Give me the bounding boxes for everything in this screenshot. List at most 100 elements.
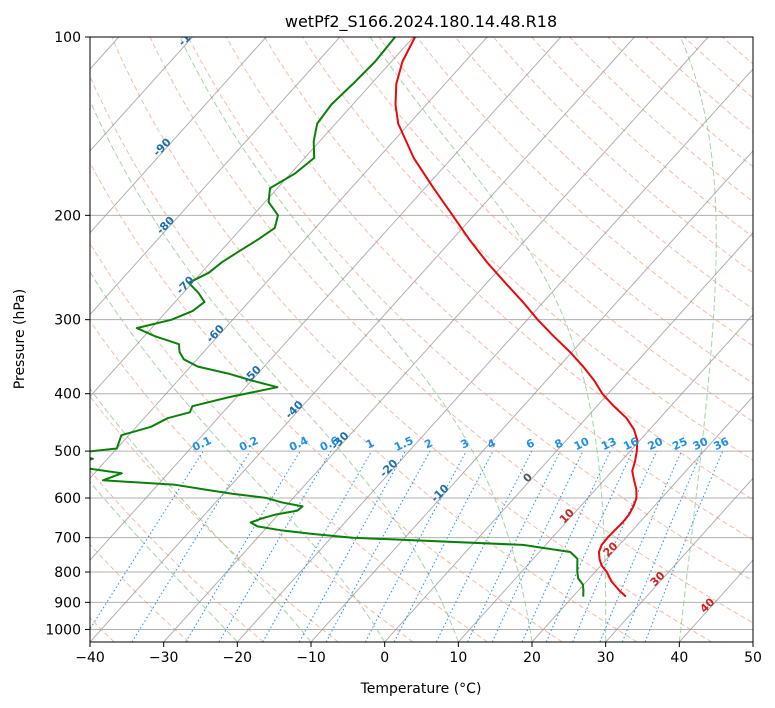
dry-adiabat	[90, 469, 264, 642]
y-tick-label: 600	[54, 491, 81, 507]
isotherm	[90, 37, 562, 561]
isotherm	[90, 37, 267, 234]
isotherm-label: -10	[428, 482, 451, 505]
y-axis-ticks: 100 200 300 400 500 600 700 800 900 1000	[45, 30, 90, 638]
x-tick-label: −40	[75, 650, 105, 666]
x-tick-label: 20	[523, 650, 541, 666]
chart-title: wetPf2_S166.2024.180.14.48.R18	[285, 12, 557, 32]
isotherm	[90, 37, 193, 152]
y-tick-label: 100	[54, 30, 81, 46]
mixing-ratio-label: 20	[646, 435, 666, 453]
dewpoint-profile	[90, 37, 585, 597]
dry-adiabat	[90, 161, 563, 642]
mixing-ratio-label: 1	[364, 436, 376, 451]
dry-adiabat	[90, 320, 414, 642]
mixing-ratio-line	[621, 450, 703, 642]
label-layer: 0.1 0.2 0.4 0.6 1 1.5 2 3 4 6 8 10 13 16 20 25 30 36-100-…	[151, 20, 732, 616]
moist-adiabat	[179, 37, 533, 642]
dry-adiabat	[111, 37, 712, 642]
mixing-ratio-label: 13	[599, 435, 618, 453]
moist-adiabat	[90, 271, 386, 642]
y-axis-label: Pressure (hPa)	[12, 289, 28, 389]
isotherm-label: -90	[151, 135, 174, 158]
dry-adiabat	[645, 37, 753, 133]
mixing-ratio-line	[298, 450, 406, 642]
mixing-ratio-line	[545, 450, 633, 642]
mixing-ratio-line	[644, 450, 724, 642]
x-tick-label: −20	[223, 650, 253, 666]
dry-adiabat	[607, 37, 753, 168]
dry-adiabat	[90, 395, 339, 642]
dry-adiabat	[569, 37, 753, 203]
temperature-profile	[394, 37, 639, 598]
mixing-ratio-line	[90, 450, 204, 630]
x-tick-label: 50	[744, 650, 762, 666]
moist-adiabat	[369, 37, 607, 642]
dry-adiabat	[90, 543, 190, 642]
isotherm-label: -60	[204, 322, 227, 345]
x-tick-label: −30	[149, 650, 179, 666]
mixing-ratio-label: 16	[621, 435, 641, 453]
isotherm-label: -20	[377, 457, 400, 480]
mixing-ratio-label: 25	[670, 435, 689, 453]
y-tick-label: 200	[54, 208, 81, 224]
moist-adiabat	[90, 387, 312, 642]
mixing-ratio-label: 30	[691, 435, 711, 453]
mixing-ratio-line	[599, 450, 682, 642]
isotherm-label: -80	[154, 214, 177, 237]
x-axis-ticks: −40 −30 −20 −10 0 10 20 30 40 50	[75, 642, 762, 666]
mixing-ratio-label: 6	[524, 436, 537, 451]
mixing-ratio-line	[185, 450, 301, 642]
dry-adiabat	[493, 37, 753, 274]
moist-adiabat	[90, 99, 459, 642]
mixing-ratio-label: 36	[712, 435, 732, 453]
y-tick-label: 1000	[45, 622, 81, 638]
moist-adiabat	[678, 37, 717, 642]
y-tick-label: 800	[54, 565, 81, 581]
dry-adiabat	[225, 37, 753, 541]
mixing-ratio-label: 3	[459, 436, 471, 451]
mixing-ratio-line	[325, 450, 431, 642]
mixing-ratio-label: 4	[485, 436, 498, 451]
dry-adiabat	[264, 37, 753, 501]
moist-adiabat	[90, 481, 238, 642]
dry-adiabat	[416, 37, 753, 347]
mixing-ratio-label: 2	[422, 436, 434, 451]
isotherm-label: -40	[283, 398, 306, 421]
isotherm-label: -100	[176, 20, 205, 49]
x-axis-label: Temperature (°C)	[360, 681, 482, 697]
dry-adiabat	[187, 37, 753, 582]
isotherm	[384, 231, 753, 642]
x-tick-label: 40	[670, 650, 688, 666]
isotherm	[605, 477, 753, 642]
y-tick-label: 900	[54, 595, 81, 611]
isotherm	[752, 641, 753, 642]
isotherm	[531, 395, 753, 642]
background-lines	[90, 37, 775, 642]
isotherm	[90, 37, 414, 398]
y-tick-label: 500	[54, 444, 81, 460]
isotherm	[90, 37, 635, 642]
dry-adiabat	[761, 37, 775, 642]
mixing-ratio-line	[364, 450, 467, 642]
plot-frame	[89, 36, 754, 643]
dry-adiabat	[378, 37, 753, 384]
isotherm	[236, 68, 753, 642]
dry-adiabat	[683, 37, 753, 99]
y-tick-label: 400	[54, 387, 81, 403]
mixing-ratio-line	[435, 450, 533, 642]
dry-adiabat	[90, 75, 638, 642]
isotherm	[90, 37, 341, 316]
x-tick-label: 10	[449, 650, 467, 666]
mixing-ratio-label: 10	[572, 435, 592, 453]
isotherm-label: 40	[697, 595, 717, 615]
mixing-ratio-line	[467, 450, 561, 642]
x-tick-label: 30	[597, 650, 615, 666]
dry-adiabat	[149, 37, 753, 624]
mixing-ratio-line	[262, 450, 373, 642]
dry-adiabat	[302, 37, 753, 461]
isotherm	[457, 313, 753, 642]
isotherm	[310, 150, 753, 642]
y-tick-label: 700	[54, 531, 81, 547]
isotherm	[678, 559, 753, 642]
